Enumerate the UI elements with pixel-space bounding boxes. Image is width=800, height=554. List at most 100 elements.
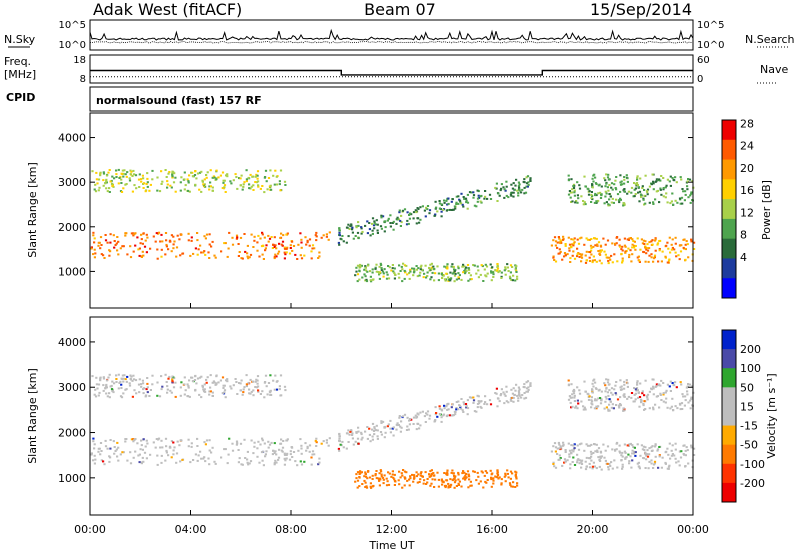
velocity-point: [607, 409, 610, 412]
velocity-point: [496, 474, 500, 476]
power-point: [404, 271, 407, 274]
power-point: [97, 189, 100, 192]
velocity-point: [639, 398, 643, 401]
power-point: [374, 267, 377, 270]
velocity-point: [203, 383, 206, 386]
velocity-point: [262, 450, 265, 453]
power-point: [231, 243, 235, 246]
power-point: [577, 242, 581, 245]
velocity-point: [399, 476, 402, 479]
velocity-point: [507, 476, 510, 479]
velocity-point: [598, 458, 601, 461]
velocity-point: [604, 384, 607, 387]
velocity-point: [315, 441, 318, 444]
velocity-point: [398, 470, 401, 473]
power-point: [595, 200, 598, 203]
velocity-point: [554, 466, 558, 469]
velocity-point: [133, 378, 136, 381]
power-point: [291, 240, 294, 243]
velocity-point: [97, 383, 101, 386]
velocity-point: [484, 395, 487, 398]
power-point: [578, 256, 581, 258]
power-point: [440, 215, 443, 218]
velocity-point: [607, 468, 610, 471]
velocity-point: [674, 442, 677, 445]
power-point: [93, 256, 96, 259]
velocity-point: [660, 379, 663, 382]
power-point: [424, 264, 427, 267]
velocity-point: [325, 439, 328, 442]
velocity-point: [391, 427, 394, 430]
colorbar-swatch: [722, 218, 736, 240]
colorbar-tick-label: -100: [740, 458, 765, 471]
power-point: [226, 173, 229, 176]
power-point: [389, 214, 392, 217]
power-point: [443, 265, 446, 268]
velocity-point: [240, 379, 243, 382]
power-point: [667, 247, 670, 250]
velocity-point: [184, 389, 187, 392]
power-point: [492, 276, 495, 278]
power-point: [368, 222, 371, 224]
velocity-point: [132, 456, 135, 459]
velocity-point: [639, 454, 642, 457]
velocity-point: [506, 469, 509, 472]
power-point: [377, 271, 380, 273]
velocity-point: [141, 448, 144, 451]
velocity-point: [401, 415, 405, 418]
power-point: [408, 277, 411, 280]
velocity-point: [252, 394, 255, 397]
velocity-point: [595, 443, 598, 446]
velocity-point: [373, 433, 376, 436]
velocity-point: [356, 479, 360, 482]
power-point: [348, 228, 351, 230]
power-point: [669, 202, 672, 205]
velocity-point: [485, 471, 489, 474]
power-point: [624, 245, 627, 248]
power-point: [350, 223, 353, 226]
power-point: [285, 247, 288, 250]
power-point: [260, 245, 264, 248]
velocity-point: [347, 441, 350, 443]
velocity-point: [300, 444, 303, 447]
power-point: [100, 253, 103, 256]
velocity-point: [376, 429, 379, 432]
power-point: [306, 241, 309, 244]
power-point: [573, 191, 576, 194]
velocity-point: [126, 459, 129, 462]
velocity-point: [273, 452, 276, 454]
power-point: [674, 236, 677, 239]
velocity-point: [596, 449, 599, 452]
velocity-point: [381, 476, 385, 479]
velocity-point: [199, 450, 202, 453]
power-point: [208, 257, 211, 259]
velocity-point: [593, 407, 596, 410]
power-point: [285, 233, 288, 236]
velocity-point: [213, 381, 216, 384]
power-point: [151, 169, 154, 172]
power-point: [453, 205, 456, 208]
velocity-point: [429, 470, 432, 473]
velocity-point: [610, 391, 613, 394]
velocity-point: [453, 476, 456, 479]
power-point: [624, 251, 627, 254]
velocity-point: [461, 472, 464, 475]
velocity-point: [689, 407, 692, 410]
power-point: [634, 187, 637, 190]
power-point: [310, 250, 313, 253]
power-point: [598, 259, 601, 262]
power-point: [92, 231, 95, 234]
power-point: [188, 174, 191, 177]
power-point: [134, 174, 138, 177]
velocity-point: [179, 386, 182, 389]
power-point: [580, 260, 583, 263]
velocity-point: [289, 450, 292, 453]
power-point: [485, 265, 489, 268]
velocity-point: [626, 385, 629, 388]
power-point: [246, 244, 249, 247]
velocity-point: [662, 400, 665, 403]
velocity-point: [658, 383, 661, 386]
velocity-point: [132, 440, 135, 443]
power-point: [643, 189, 646, 191]
velocity-point: [420, 471, 423, 474]
